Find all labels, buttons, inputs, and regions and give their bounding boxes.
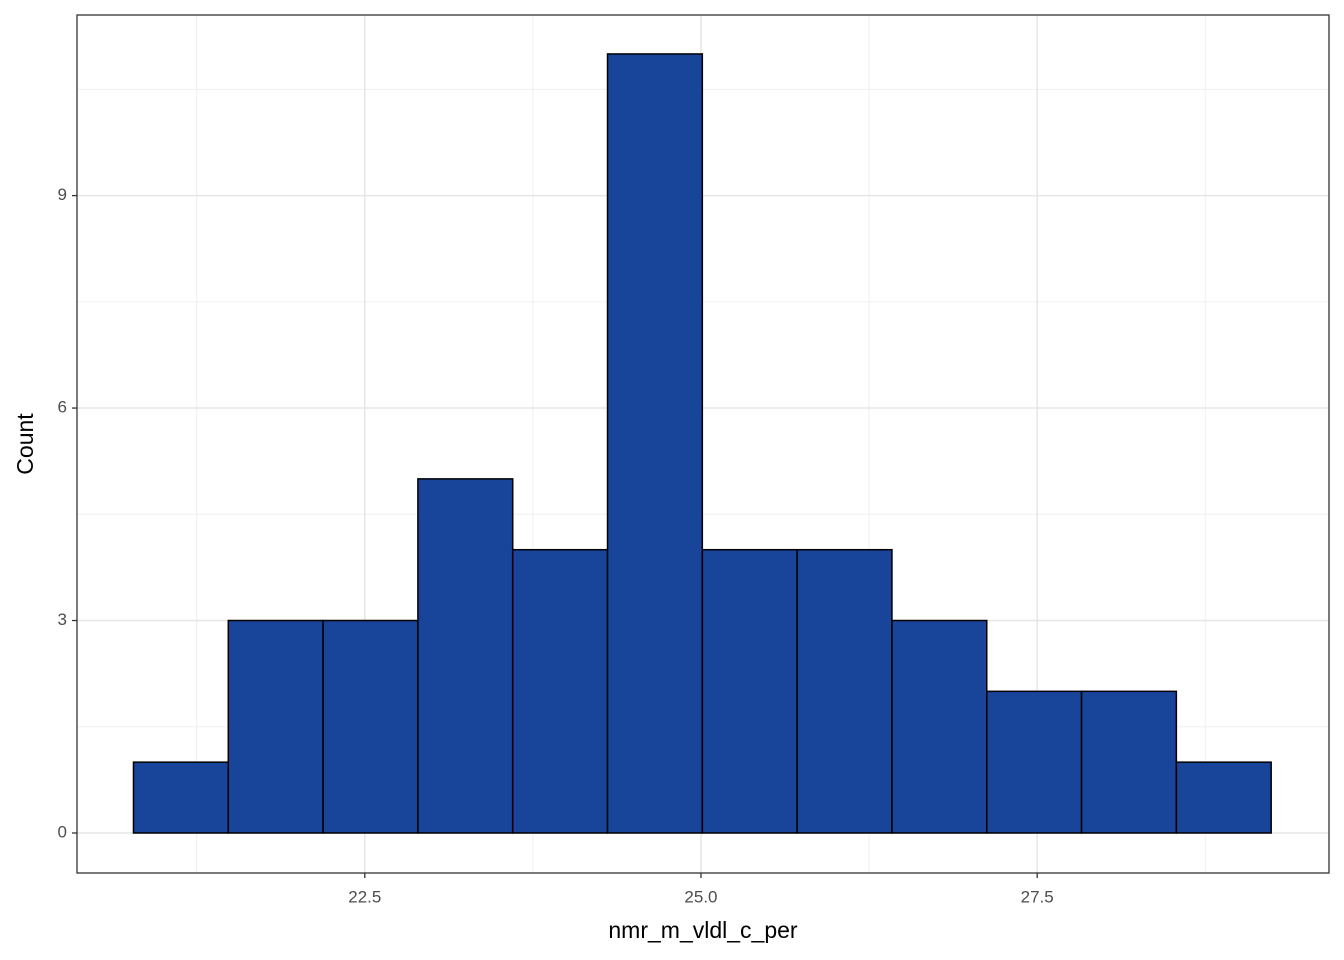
bar [1175,761,1272,834]
bar [796,548,893,834]
y-tick-label: 0 [58,822,67,841]
bars [132,53,1272,834]
y-tick-label: 6 [58,398,67,417]
bar [606,53,704,834]
bar [132,761,230,834]
bar [227,619,324,834]
x-tick-label: 22.5 [348,887,381,906]
bar [986,690,1083,834]
y-tick-label: 3 [58,610,67,629]
y-tick-label: 9 [58,185,67,204]
bar [701,548,798,834]
bar [322,619,419,834]
x-axis-title: nmr_m_vldl_c_per [608,917,798,943]
x-tick-label: 27.5 [1021,887,1054,906]
bar [417,478,514,834]
bar [891,619,988,834]
y-axis-title: Count [12,413,38,475]
bar [1080,690,1178,834]
panel-border [76,14,1330,874]
bar [511,548,609,834]
x-tick-label: 25.0 [684,887,717,906]
